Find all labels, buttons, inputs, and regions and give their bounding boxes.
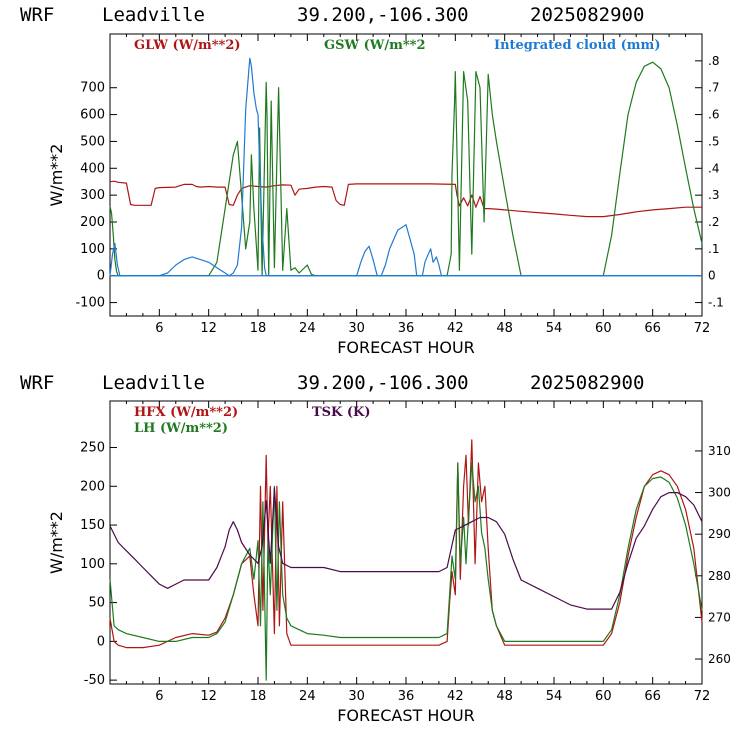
x-axis-label: FORECAST HOUR [337,706,475,725]
title-model: WRF [20,4,54,26]
series-line-2 [109,57,702,277]
x-tick-label: 42 [447,321,464,336]
x-tick-label: 66 [644,321,661,336]
plot-frame [109,400,703,685]
plot-frame [109,33,703,317]
y-tick-label: 200 [80,479,105,494]
y-tick-label: 100 [80,557,105,572]
y-tick-label: -100 [75,296,105,311]
y2-tick-label: 0 [708,269,716,283]
title-init-time: 2025082900 [530,372,644,394]
title-model: WRF [20,372,54,394]
x-tick-label: 72 [694,321,711,336]
title-coords: 39.200,-106.300 [297,372,469,394]
x-tick-label: 72 [694,689,711,704]
y-axis-label: W/m**2 [47,144,66,207]
y2-tick-label: .3 [708,188,719,202]
x-tick-label: 12 [200,689,217,704]
y2-tick-label: .7 [708,81,719,95]
y-tick-label: 0 [97,634,105,649]
y-tick-label: 400 [80,161,105,176]
y2-tick-label: 290 [708,527,731,541]
legend-entry: Integrated cloud (mm) [494,38,660,53]
y-tick-label: 300 [80,188,105,203]
y2-tick-label: 300 [708,486,731,500]
x-axis-label: FORECAST HOUR [337,338,475,357]
legend-entry: GLW (W/m**2) [134,38,241,53]
x-tick-label: 66 [644,689,661,704]
y-tick-label: -50 [84,673,105,688]
legend-entry: GSW (W/m**2 [324,38,426,53]
series-line-0 [109,180,702,218]
x-tick-label: 36 [398,321,415,336]
x-tick-label: 24 [299,689,316,704]
x-tick-label: 12 [200,321,217,336]
x-tick-label: 30 [348,321,365,336]
y2-tick-label: .4 [708,161,719,175]
y-tick-label: 200 [80,215,105,230]
legend-entry: LH (W/m**2) [134,421,228,436]
x-tick-label: 6 [155,321,163,336]
y2-tick-label: 310 [708,444,731,458]
x-tick-label: 6 [155,689,163,704]
x-tick-label: 24 [299,321,316,336]
y2-tick-label: .1 [708,242,719,256]
y-tick-label: 500 [80,134,105,149]
x-tick-label: 60 [595,321,612,336]
x-tick-label: 42 [447,689,464,704]
series-line-2 [109,487,703,610]
y-axis-label: W/m**2 [47,511,66,574]
legend-entry: HFX (W/m**2) [134,405,238,420]
y-tick-label: 50 [88,596,105,611]
y2-tick-label: .6 [708,108,719,122]
x-tick-label: 18 [250,321,267,336]
series-line-0 [109,439,703,649]
x-tick-label: 48 [496,321,513,336]
y-tick-label: 250 [80,441,105,456]
x-tick-label: 60 [595,689,612,704]
x-tick-label: 18 [250,689,267,704]
title-location: Leadville [102,4,205,26]
x-tick-label: 36 [398,689,415,704]
x-tick-label: 30 [348,689,365,704]
y2-tick-label: 270 [708,610,731,624]
legend-entry: TSK (K) [312,405,371,420]
title-coords: 39.200,-106.300 [297,4,469,26]
title-location: Leadville [102,372,205,394]
y-tick-label: 600 [80,108,105,123]
y-tick-label: 0 [97,269,105,284]
y2-tick-label: .2 [708,215,719,229]
y2-tick-label: 280 [708,569,731,583]
y-tick-label: 100 [80,242,105,257]
series-line-1 [109,61,703,277]
x-tick-label: 54 [546,321,563,336]
y2-tick-label: .5 [708,134,719,148]
x-tick-label: 48 [496,689,513,704]
series-line-1 [109,462,703,681]
x-tick-label: 54 [546,689,563,704]
y-tick-label: 150 [80,518,105,533]
y2-tick-label: 260 [708,652,731,666]
glw-gsw-cloud-chart: WRF Leadville 39.200,-106.300 2025082900 6 12… [20,4,724,357]
y2-tick-label: -.1 [708,296,724,310]
hfx-lh-tsk-chart: WRF Leadville 39.200,-106.300 2025082900 6 12… [20,372,731,725]
y-tick-label: 700 [80,81,105,96]
title-init-time: 2025082900 [530,4,644,26]
y2-tick-label: .8 [708,54,719,68]
